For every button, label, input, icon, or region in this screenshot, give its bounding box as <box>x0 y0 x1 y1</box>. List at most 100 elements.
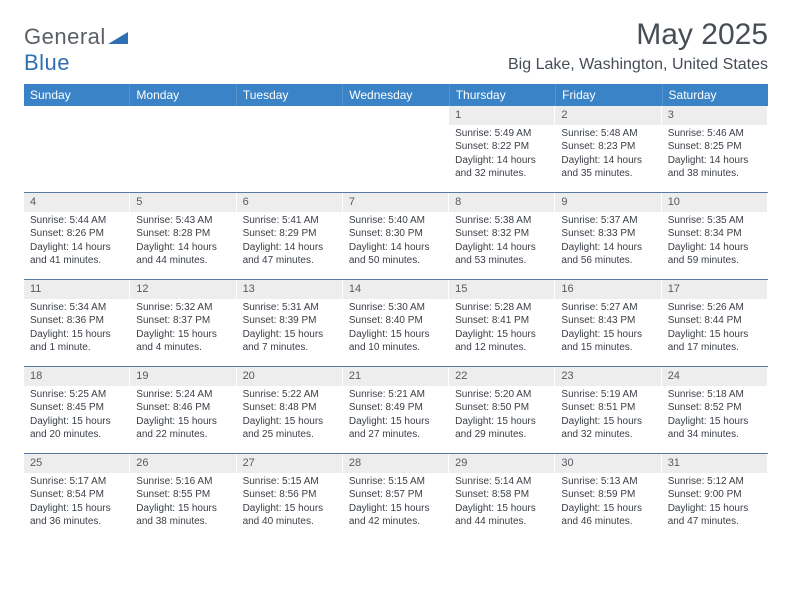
sunset-text: Sunset: 8:41 PM <box>455 314 548 328</box>
sunrise-text: Sunrise: 5:28 AM <box>455 301 548 315</box>
day-header-saturday: Saturday <box>663 84 768 106</box>
day-number: 21 <box>343 367 448 386</box>
daylight-text: Daylight: 14 hours and 50 minutes. <box>349 241 442 268</box>
day-number: 6 <box>237 193 342 212</box>
sunset-text: Sunset: 8:48 PM <box>243 401 336 415</box>
day-number: 24 <box>662 367 767 386</box>
day-content: Sunrise: 5:16 AMSunset: 8:55 PMDaylight:… <box>130 475 235 533</box>
day-content: Sunrise: 5:15 AMSunset: 8:57 PMDaylight:… <box>343 475 448 533</box>
day-number: 19 <box>130 367 235 386</box>
day-content: Sunrise: 5:32 AMSunset: 8:37 PMDaylight:… <box>130 301 235 359</box>
day-content: Sunrise: 5:19 AMSunset: 8:51 PMDaylight:… <box>555 388 660 446</box>
sunrise-text: Sunrise: 5:25 AM <box>30 388 123 402</box>
day-number: 25 <box>24 454 129 473</box>
day-number: 18 <box>24 367 129 386</box>
sunset-text: Sunset: 8:32 PM <box>455 227 548 241</box>
daylight-text: Daylight: 15 hours and 10 minutes. <box>349 328 442 355</box>
day-number: 1 <box>449 106 554 125</box>
day-cell: 19 Sunrise: 5:24 AMSunset: 8:46 PMDayligh… <box>130 367 236 453</box>
logo-text-blue: Blue <box>24 50 70 75</box>
day-header-friday: Friday <box>556 84 662 106</box>
daylight-text: Daylight: 15 hours and 47 minutes. <box>668 502 761 529</box>
logo-text-general: General <box>24 24 106 49</box>
day-cell: 5Sunrise: 5:43 AMSunset: 8:28 PMDaylight… <box>130 193 236 279</box>
sunset-text: Sunset: 8:56 PM <box>243 488 336 502</box>
sunrise-text: Sunrise: 5:44 AM <box>30 214 123 228</box>
sunrise-text: Sunrise: 5:46 AM <box>668 127 761 141</box>
day-content: Sunrise: 5:17 AMSunset: 8:54 PMDaylight:… <box>24 475 129 533</box>
sunset-text: Sunset: 8:57 PM <box>349 488 442 502</box>
day-content: Sunrise: 5:26 AMSunset: 8:44 PMDaylight:… <box>662 301 767 359</box>
day-cell: 28 Sunrise: 5:15 AMSunset: 8:57 PMDayligh… <box>343 454 449 540</box>
week-row: 25Sunrise: 5:17 AMSunset: 8:54 PMDayligh… <box>24 454 768 540</box>
sunrise-text: Sunrise: 5:34 AM <box>30 301 123 315</box>
sunset-text: Sunset: 8:45 PM <box>30 401 123 415</box>
daylight-text: Daylight: 15 hours and 17 minutes. <box>668 328 761 355</box>
day-cell: 11Sunrise: 5:34 AMSunset: 8:36 PMDayligh… <box>24 280 130 366</box>
sunrise-text: Sunrise: 5:19 AM <box>561 388 654 402</box>
sunset-text: Sunset: 8:39 PM <box>243 314 336 328</box>
day-content: Sunrise: 5:30 AMSunset: 8:40 PMDaylight:… <box>343 301 448 359</box>
weeks-container: 1Sunrise: 5:49 AMSunset: 8:22 PMDaylight… <box>24 106 768 540</box>
sunset-text: Sunset: 8:37 PM <box>136 314 229 328</box>
day-content: Sunrise: 5:37 AMSunset: 8:33 PMDaylight:… <box>555 214 660 272</box>
day-cell <box>130 106 236 192</box>
daylight-text: Daylight: 15 hours and 12 minutes. <box>455 328 548 355</box>
day-number: 11 <box>24 280 129 299</box>
day-cell: 15Sunrise: 5:28 AMSunset: 8:41 PMDayligh… <box>449 280 555 366</box>
daylight-text: Daylight: 14 hours and 38 minutes. <box>668 154 761 181</box>
day-cell: 24Sunrise: 5:18 AMSunset: 8:52 PMDayligh… <box>662 367 768 453</box>
sunrise-text: Sunrise: 5:22 AM <box>243 388 336 402</box>
day-cell: 10Sunrise: 5:35 AMSunset: 8:34 PMDayligh… <box>662 193 768 279</box>
sunset-text: Sunset: 8:54 PM <box>30 488 123 502</box>
logo: General Blue <box>24 18 128 76</box>
month-title: May 2025 <box>508 18 768 52</box>
day-cell: 17Sunrise: 5:26 AMSunset: 8:44 PMDayligh… <box>662 280 768 366</box>
day-cell: 29Sunrise: 5:14 AMSunset: 8:58 PMDayligh… <box>449 454 555 540</box>
day-cell: 27Sunrise: 5:15 AMSunset: 8:56 PMDayligh… <box>237 454 343 540</box>
daylight-text: Daylight: 15 hours and 46 minutes. <box>561 502 654 529</box>
day-number: 28 <box>343 454 448 473</box>
day-content: Sunrise: 5:28 AMSunset: 8:41 PMDaylight:… <box>449 301 554 359</box>
sunrise-text: Sunrise: 5:49 AM <box>455 127 548 141</box>
day-content: Sunrise: 5:44 AMSunset: 8:26 PMDaylight:… <box>24 214 129 272</box>
day-number: 3 <box>662 106 767 125</box>
sunset-text: Sunset: 8:34 PM <box>668 227 761 241</box>
sunrise-text: Sunrise: 5:16 AM <box>136 475 229 489</box>
sunrise-text: Sunrise: 5:18 AM <box>668 388 761 402</box>
day-content: Sunrise: 5:49 AMSunset: 8:22 PMDaylight:… <box>449 127 554 185</box>
day-content: Sunrise: 5:31 AMSunset: 8:39 PMDaylight:… <box>237 301 342 359</box>
title-block: May 2025 Big Lake, Washington, United St… <box>508 18 768 74</box>
sunset-text: Sunset: 8:22 PM <box>455 140 548 154</box>
sunset-text: Sunset: 8:51 PM <box>561 401 654 415</box>
location: Big Lake, Washington, United States <box>508 56 768 74</box>
day-number: 5 <box>130 193 235 212</box>
day-content: Sunrise: 5:14 AMSunset: 8:58 PMDaylight:… <box>449 475 554 533</box>
sunset-text: Sunset: 8:30 PM <box>349 227 442 241</box>
sunset-text: Sunset: 8:33 PM <box>561 227 654 241</box>
day-number: 26 <box>130 454 235 473</box>
sunset-text: Sunset: 8:36 PM <box>30 314 123 328</box>
daylight-text: Daylight: 15 hours and 42 minutes. <box>349 502 442 529</box>
day-cell: 12Sunrise: 5:32 AMSunset: 8:37 PMDayligh… <box>130 280 236 366</box>
sunrise-text: Sunrise: 5:17 AM <box>30 475 123 489</box>
day-number: 8 <box>449 193 554 212</box>
day-content: Sunrise: 5:24 AMSunset: 8:46 PMDaylight:… <box>130 388 235 446</box>
day-content: Sunrise: 5:20 AMSunset: 8:50 PMDaylight:… <box>449 388 554 446</box>
day-cell <box>343 106 449 192</box>
sunset-text: Sunset: 8:28 PM <box>136 227 229 241</box>
day-header-sunday: Sunday <box>24 84 130 106</box>
day-number: 20 <box>237 367 342 386</box>
daylight-text: Daylight: 14 hours and 32 minutes. <box>455 154 548 181</box>
daylight-text: Daylight: 15 hours and 40 minutes. <box>243 502 336 529</box>
day-number: 22 <box>449 367 554 386</box>
sunset-text: Sunset: 8:23 PM <box>561 140 654 154</box>
day-header-wednesday: Wednesday <box>343 84 449 106</box>
sunrise-text: Sunrise: 5:30 AM <box>349 301 442 315</box>
sunrise-text: Sunrise: 5:15 AM <box>349 475 442 489</box>
sunset-text: Sunset: 8:40 PM <box>349 314 442 328</box>
day-cell: 7Sunrise: 5:40 AMSunset: 8:30 PMDaylight… <box>343 193 449 279</box>
day-cell <box>24 106 130 192</box>
daylight-text: Daylight: 15 hours and 20 minutes. <box>30 415 123 442</box>
day-headers: SundayMondayTuesdayWednesdayThursdayFrid… <box>24 84 768 106</box>
